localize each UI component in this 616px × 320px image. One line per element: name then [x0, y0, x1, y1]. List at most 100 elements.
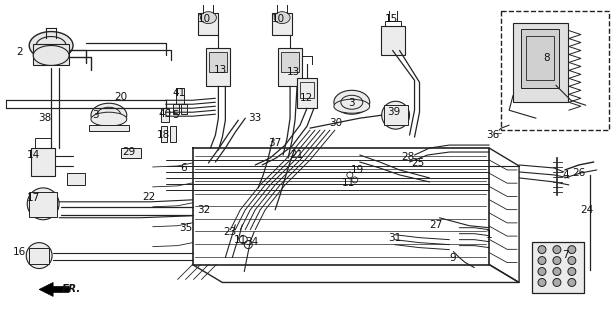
Text: 25: 25	[411, 158, 424, 168]
Text: 3: 3	[349, 98, 355, 108]
Text: 19: 19	[351, 165, 365, 175]
Text: 21: 21	[290, 150, 304, 160]
Text: 14: 14	[26, 150, 40, 160]
Ellipse shape	[274, 12, 290, 24]
Text: 27: 27	[429, 220, 442, 230]
Bar	[513, 23, 568, 102]
Bar	[526, 36, 554, 80]
Text: 34: 34	[246, 237, 259, 247]
Text: 4: 4	[562, 170, 569, 180]
Text: 18: 18	[157, 130, 170, 140]
Text: 40: 40	[158, 109, 171, 119]
Circle shape	[553, 278, 561, 286]
Text: 3: 3	[92, 110, 99, 120]
Text: 9: 9	[449, 252, 456, 263]
Text: FR.: FR.	[62, 284, 81, 294]
Circle shape	[568, 246, 576, 253]
Text: 23: 23	[224, 227, 237, 237]
Circle shape	[27, 188, 59, 220]
Text: 41: 41	[172, 88, 185, 98]
Text: 10: 10	[198, 14, 211, 24]
Text: 20: 20	[114, 92, 128, 102]
Text: 8: 8	[544, 53, 550, 63]
Bar	[121, 148, 140, 158]
Circle shape	[568, 257, 576, 265]
Text: 2: 2	[16, 47, 23, 58]
Bar	[89, 125, 129, 131]
Circle shape	[553, 268, 561, 276]
Bar	[501, 11, 609, 130]
Bar	[161, 108, 169, 122]
Bar	[384, 20, 400, 26]
Ellipse shape	[91, 112, 127, 126]
Text: 38: 38	[39, 113, 52, 123]
Bar	[521, 28, 559, 88]
Text: 39: 39	[387, 107, 400, 117]
Circle shape	[568, 268, 576, 276]
Ellipse shape	[91, 103, 127, 127]
Text: 37: 37	[269, 138, 282, 148]
Ellipse shape	[334, 99, 370, 113]
Text: 13: 13	[214, 65, 227, 76]
Circle shape	[568, 278, 576, 286]
Bar	[169, 126, 176, 142]
Bar	[209, 52, 227, 72]
Bar	[206, 49, 230, 86]
Text: 33: 33	[249, 113, 262, 123]
Text: 15: 15	[385, 14, 399, 24]
Bar	[35, 138, 51, 148]
Circle shape	[538, 278, 546, 286]
Text: 17: 17	[26, 193, 40, 203]
Text: 35: 35	[179, 223, 192, 233]
Bar	[300, 82, 314, 98]
Bar	[29, 248, 49, 264]
Text: 32: 32	[197, 205, 210, 215]
Text: 10: 10	[272, 14, 285, 24]
Bar	[272, 13, 292, 35]
Bar	[281, 52, 299, 72]
Bar	[384, 105, 408, 125]
Bar	[381, 26, 405, 55]
Ellipse shape	[33, 45, 69, 65]
Text: 29: 29	[122, 147, 136, 157]
Bar	[161, 126, 166, 142]
Circle shape	[538, 268, 546, 276]
Circle shape	[382, 101, 410, 129]
Bar	[176, 88, 184, 104]
Bar	[172, 104, 179, 114]
Bar	[180, 104, 187, 114]
Circle shape	[538, 257, 546, 265]
Ellipse shape	[200, 12, 216, 24]
Bar	[31, 148, 55, 176]
Text: 11: 11	[342, 178, 355, 188]
Text: 11: 11	[233, 235, 247, 245]
Text: 22: 22	[142, 192, 155, 202]
Circle shape	[553, 246, 561, 253]
Text: 16: 16	[13, 247, 26, 257]
Text: 26: 26	[572, 168, 585, 178]
Bar	[278, 49, 302, 86]
Bar	[29, 192, 57, 217]
Text: 6: 6	[180, 163, 187, 173]
Text: 1: 1	[486, 230, 493, 240]
Ellipse shape	[29, 32, 73, 60]
Text: 24: 24	[580, 205, 593, 215]
Circle shape	[553, 257, 561, 265]
Bar	[67, 173, 85, 185]
Ellipse shape	[334, 90, 370, 114]
Text: 13: 13	[286, 68, 300, 77]
Bar	[198, 13, 219, 35]
Circle shape	[26, 243, 52, 268]
Bar	[532, 242, 584, 293]
Text: 36: 36	[487, 130, 500, 140]
Text: 30: 30	[330, 118, 342, 128]
Text: 7: 7	[562, 250, 569, 260]
Circle shape	[538, 246, 546, 253]
Bar	[297, 78, 317, 108]
Text: 5: 5	[172, 110, 179, 120]
Text: 12: 12	[299, 93, 313, 103]
Polygon shape	[39, 283, 69, 296]
Text: 28: 28	[401, 152, 414, 162]
Text: 31: 31	[388, 233, 401, 243]
Bar	[33, 44, 69, 65]
